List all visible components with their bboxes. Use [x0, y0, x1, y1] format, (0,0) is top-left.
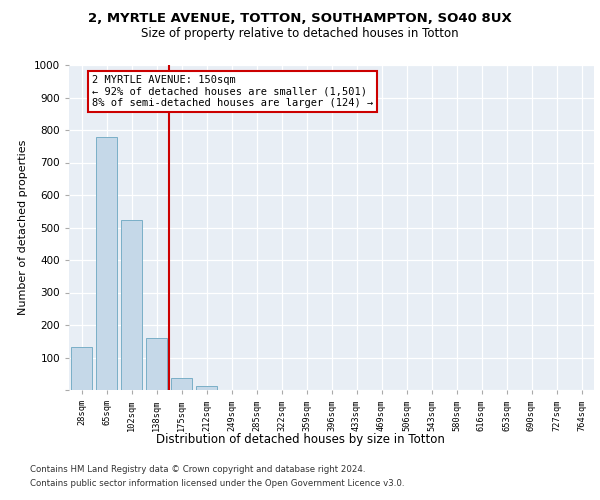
Bar: [146, 338, 167, 390]
Bar: [96, 137, 117, 390]
Text: Distribution of detached houses by size in Totton: Distribution of detached houses by size …: [155, 432, 445, 446]
Y-axis label: Number of detached properties: Number of detached properties: [18, 140, 28, 315]
Text: Contains public sector information licensed under the Open Government Licence v3: Contains public sector information licen…: [30, 479, 404, 488]
Text: 2, MYRTLE AVENUE, TOTTON, SOUTHAMPTON, SO40 8UX: 2, MYRTLE AVENUE, TOTTON, SOUTHAMPTON, S…: [88, 12, 512, 26]
Text: Size of property relative to detached houses in Totton: Size of property relative to detached ho…: [141, 28, 459, 40]
Bar: [71, 347, 92, 390]
Text: 2 MYRTLE AVENUE: 150sqm
← 92% of detached houses are smaller (1,501)
8% of semi-: 2 MYRTLE AVENUE: 150sqm ← 92% of detache…: [92, 74, 373, 108]
Bar: [171, 378, 192, 390]
Bar: [121, 220, 142, 390]
Text: Contains HM Land Registry data © Crown copyright and database right 2024.: Contains HM Land Registry data © Crown c…: [30, 466, 365, 474]
Bar: [196, 386, 217, 390]
